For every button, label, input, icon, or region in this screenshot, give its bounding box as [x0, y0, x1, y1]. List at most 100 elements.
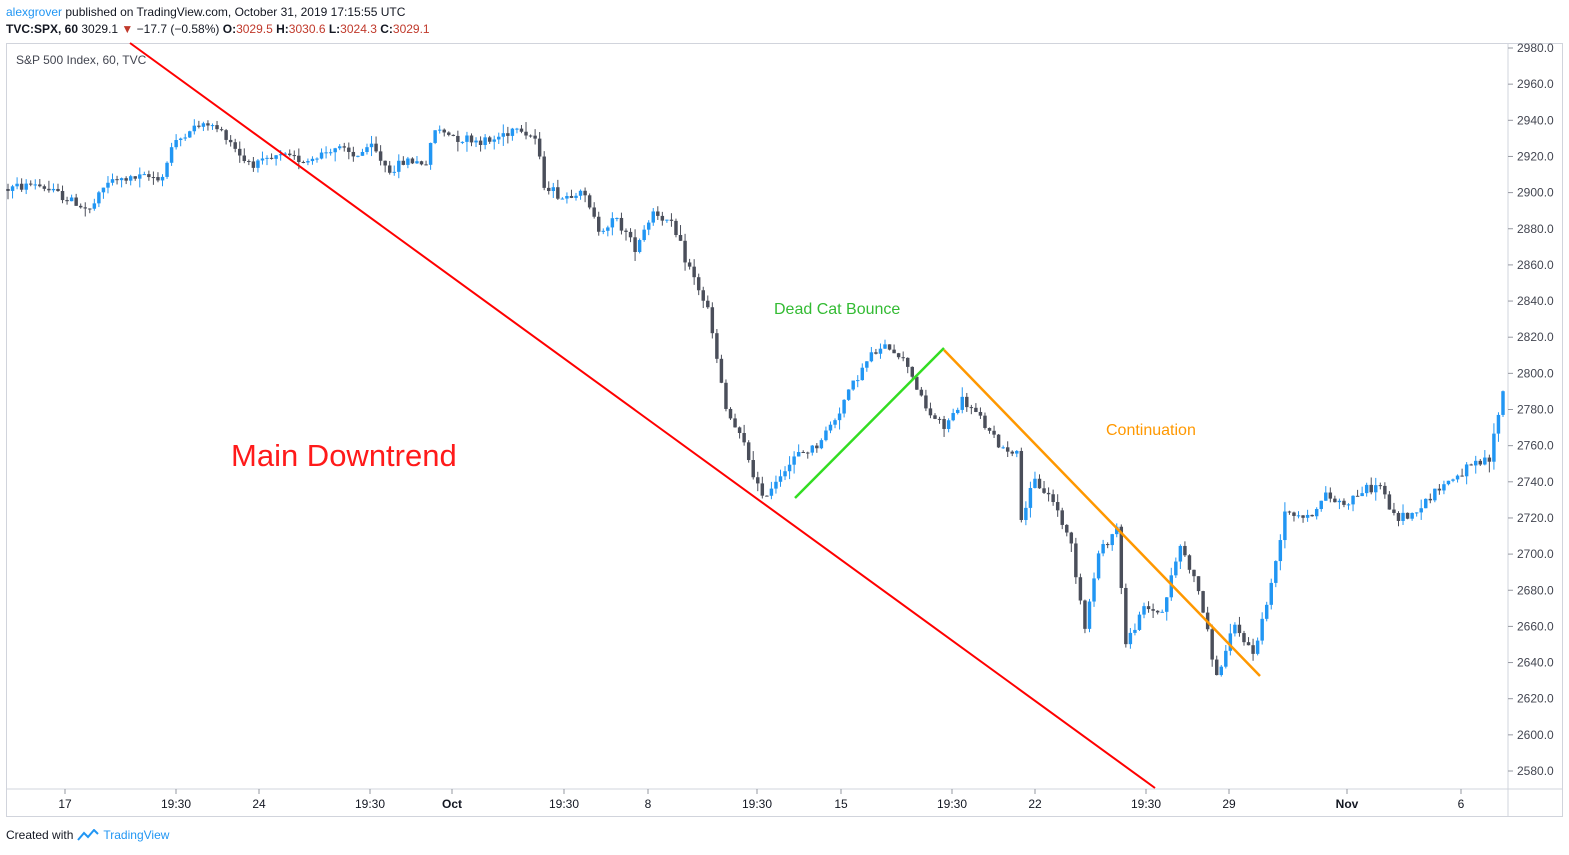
candle [256, 159, 260, 173]
candle [251, 156, 256, 172]
candle [242, 148, 247, 164]
candle [1092, 572, 1096, 607]
candle [192, 119, 197, 135]
candle [1414, 512, 1419, 517]
candle [419, 160, 424, 166]
candle [760, 476, 765, 499]
candle [328, 148, 333, 156]
candle [978, 407, 983, 419]
candle [528, 134, 533, 138]
candle [1051, 489, 1055, 506]
candle [1178, 544, 1183, 570]
candle [706, 295, 710, 309]
candle [937, 416, 942, 424]
candle [983, 412, 987, 430]
candle [1292, 511, 1296, 522]
candle [128, 174, 133, 186]
candle [374, 136, 378, 153]
candle [1187, 554, 1192, 574]
candle [637, 238, 642, 254]
candle [737, 426, 742, 439]
candle [1224, 644, 1228, 669]
candle [1233, 622, 1237, 637]
candle [1255, 637, 1260, 656]
y-tick-label: 2800.0 [1517, 366, 1554, 380]
candle [519, 124, 524, 134]
candle [578, 189, 583, 200]
y-tick-label: 2620.0 [1517, 692, 1554, 706]
candle [1015, 450, 1019, 458]
candle [1124, 583, 1128, 648]
candle [442, 128, 446, 137]
candle [1065, 524, 1069, 537]
candle [656, 206, 660, 220]
candle [674, 218, 678, 238]
candle [19, 178, 24, 192]
candle [119, 177, 124, 188]
open-label: O: [222, 22, 237, 36]
candle [228, 135, 233, 147]
candle [124, 176, 128, 185]
candle [806, 451, 810, 459]
candle [610, 212, 615, 236]
candle [833, 418, 837, 429]
author-link[interactable]: alexgrover [6, 5, 63, 19]
candle [1460, 468, 1464, 477]
candle [415, 156, 419, 164]
candle [1105, 542, 1110, 549]
candle [1096, 550, 1101, 581]
candle [333, 147, 337, 162]
candle [60, 185, 65, 204]
candle [1210, 624, 1214, 667]
candle [801, 450, 805, 454]
candle [765, 495, 769, 497]
candle [515, 127, 519, 134]
candle [1464, 462, 1469, 485]
high-value: 3030.6 [288, 22, 326, 36]
price-change: −17.7 (−0.58%) [136, 22, 220, 36]
tradingview-brand[interactable]: TradingView [103, 828, 170, 842]
dead-cat-bounce-line[interactable] [794, 347, 945, 499]
candle [1237, 616, 1242, 637]
x-tick-label: 19:30 [355, 797, 385, 811]
candle [378, 145, 383, 166]
candle [624, 228, 628, 241]
candle [901, 351, 905, 362]
candle [1410, 512, 1414, 521]
candle [955, 407, 960, 415]
candle [1019, 447, 1024, 523]
candle [692, 259, 696, 285]
candle [933, 413, 937, 420]
y-tick-label: 2640.0 [1517, 656, 1554, 670]
candle [1060, 507, 1064, 530]
chart-frame [6, 43, 1563, 817]
y-tick-label: 2920.0 [1517, 149, 1554, 163]
candle [42, 184, 47, 192]
main-downtrend-line[interactable] [129, 42, 1156, 789]
candle [74, 193, 78, 206]
candle [1196, 576, 1201, 595]
candle [106, 176, 110, 194]
candle [24, 179, 28, 195]
dead-cat-bounce-label: Dead Cat Bounce [774, 301, 900, 318]
candle [1360, 486, 1364, 497]
candle [456, 130, 460, 152]
low-label: L: [328, 22, 341, 36]
y-tick-label: 2700.0 [1517, 547, 1554, 561]
candle [810, 444, 815, 456]
candle [33, 179, 37, 190]
candle [815, 443, 819, 453]
candle [774, 475, 778, 494]
x-tick-label: 15 [834, 797, 848, 811]
price-axis[interactable]: 2980.0 2960.0 2940.0 2920.0 2900.0 2880.0 2860… [1508, 41, 1554, 778]
continuation-line[interactable] [943, 349, 1261, 677]
candle [928, 402, 933, 419]
candle [1401, 504, 1405, 525]
candle [919, 386, 924, 397]
candle [874, 348, 878, 355]
candle [1251, 638, 1255, 661]
candle [365, 143, 369, 155]
time-axis[interactable]: 17 19:30 24 19:30 Oct 19:30 8 19:30 15 19:30 22 19:… [58, 789, 1465, 811]
candle [951, 408, 955, 422]
